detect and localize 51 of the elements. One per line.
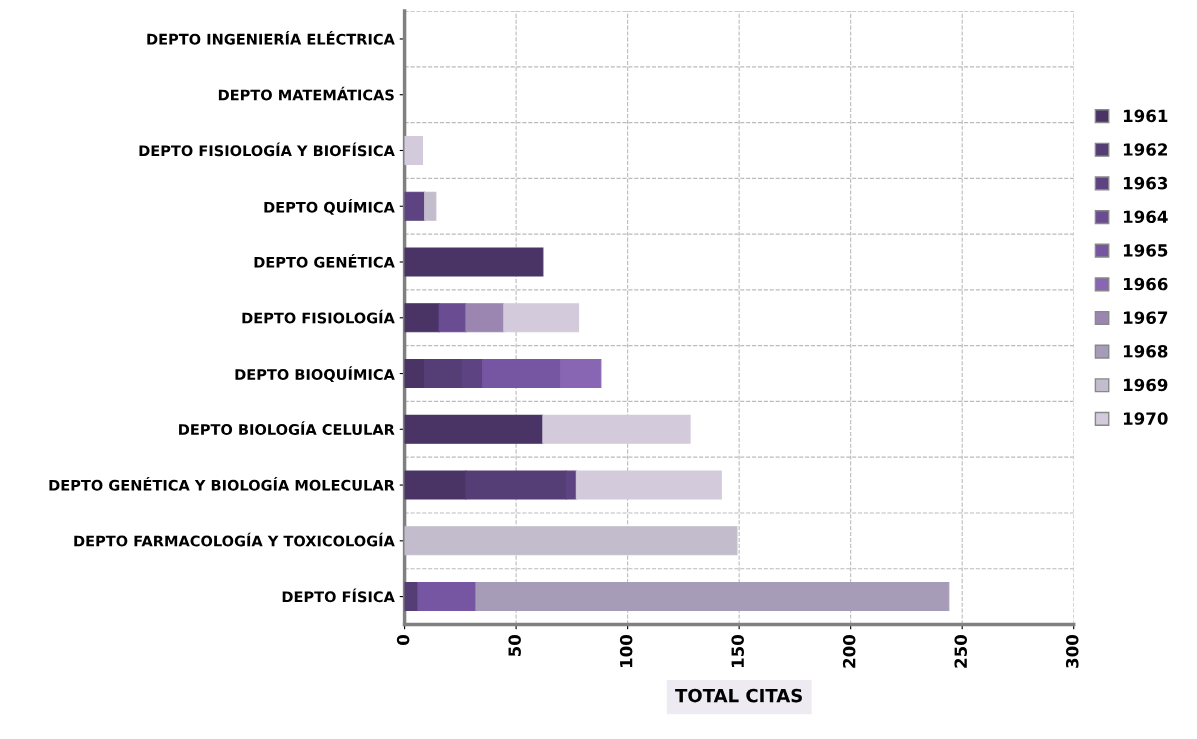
x-tick-label: 50: [508, 634, 521, 657]
bar: [465, 470, 567, 500]
x-tick-label: 300: [1065, 634, 1079, 668]
bar: [404, 191, 426, 221]
x-tick-label: 0: [396, 634, 410, 645]
legend-label: 1966: [1123, 277, 1168, 291]
bar: [465, 303, 505, 333]
bar: [575, 470, 722, 500]
bar: [404, 135, 423, 165]
legend-label: 1964: [1123, 210, 1168, 224]
bar: [404, 526, 738, 556]
y-tick-label: DEPTO BIOLOGÍA CELULAR: [179, 421, 395, 436]
legend-label: 1963: [1123, 176, 1168, 190]
legend-label: 1970: [1123, 412, 1168, 425]
bar: [503, 303, 580, 333]
bar: [404, 303, 440, 333]
y-tick-label: DEPTO FISIOLOGÍA Y BIOFÍSICA: [139, 142, 395, 157]
bar: [404, 470, 467, 500]
legend-label: 1967: [1123, 311, 1168, 324]
bar: [424, 191, 437, 221]
bar: [404, 414, 544, 444]
bar: [404, 247, 544, 277]
legend-label: 1961: [1123, 109, 1168, 123]
y-tick-label: DEPTO FÍSICA: [282, 588, 395, 603]
y-tick-label: DEPTO FISIOLOGÍA: [242, 309, 395, 324]
y-tick-label: DEPTO INGENIERÍA ELÉCTRICA: [147, 31, 395, 45]
x-tick-label: 200: [842, 634, 856, 668]
bar: [475, 582, 950, 612]
bar: [482, 359, 562, 389]
y-tick-label: DEPTO MATEMÁTICAS: [218, 86, 394, 101]
bar: [542, 414, 691, 444]
y-tick-label: DEPTO BIOQUÍMICA: [235, 366, 395, 382]
y-tick-label: DEPTO GENÉTICA Y BIOLOGÍA MOLECULAR: [49, 477, 395, 491]
bar: [565, 470, 577, 500]
x-tick-label: 150: [731, 634, 744, 668]
x-tick-label: 250: [954, 634, 968, 668]
bar: [424, 359, 464, 389]
legend-label: 1968: [1123, 345, 1168, 358]
bar: [438, 303, 467, 333]
bar: [462, 359, 484, 389]
x-axis-title: TOTAL CITAS: [675, 688, 802, 703]
legend-label: 1962: [1123, 143, 1168, 156]
bar: [417, 582, 477, 612]
bar: [404, 359, 426, 389]
bar: [560, 359, 602, 389]
y-tick-label: DEPTO QUÍMICA: [264, 199, 395, 215]
y-tick-label: DEPTO FARMACOLOGÍA Y TOXICOLOGÍA: [74, 532, 395, 547]
legend-label: 1965: [1123, 244, 1168, 257]
y-tick-label: DEPTO GENÉTICA: [254, 254, 395, 268]
x-tick-label: 100: [619, 634, 633, 668]
legend-label: 1969: [1123, 378, 1168, 392]
